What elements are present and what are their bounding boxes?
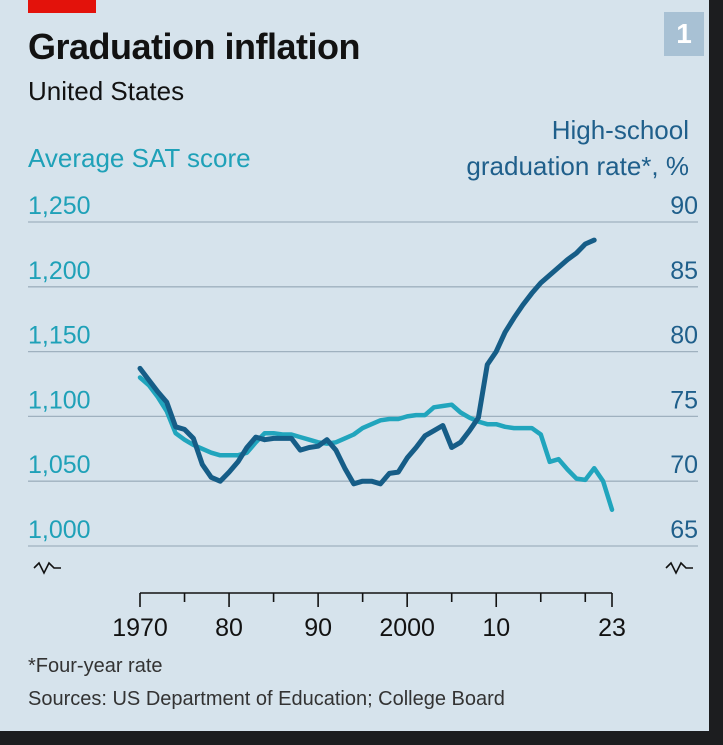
- source-note: Sources: US Department of Education; Col…: [28, 688, 505, 710]
- figure-number-badge: 1: [664, 12, 704, 56]
- right-tick-label: 80: [670, 322, 698, 350]
- x-tick-label: 23: [598, 614, 626, 642]
- right-axis-label-line1: High-school: [551, 115, 689, 145]
- brand-red-bar: [28, 0, 96, 13]
- chart-subtitle: United States: [28, 76, 185, 106]
- left-tick-label: 1,100: [28, 386, 91, 414]
- x-tick-label: 80: [215, 614, 243, 642]
- footnote: *Four-year rate: [28, 655, 163, 677]
- series-lines: [137, 237, 615, 512]
- right-tick-label: 90: [670, 192, 698, 220]
- axis-tick-labels: 1,000 65 1,050 70 1,100 75 1,150 80 1,200 85 1,250…: [28, 192, 698, 575]
- right-tick-label: 85: [670, 257, 698, 285]
- chart-title: Graduation inflation: [28, 26, 360, 67]
- left-tick-label: 1,000: [28, 516, 91, 544]
- x-tick-label: 2000: [379, 614, 435, 642]
- sat-score-line: [137, 375, 615, 512]
- right-tick-label: 70: [670, 451, 698, 479]
- left-tick-label: 1,250: [28, 192, 91, 220]
- right-axis-label: High-school graduation rate*, %: [466, 112, 689, 184]
- right-axis-label-line2: graduation rate*, %: [466, 151, 689, 181]
- chart-card: 1 Graduation inflation United States Ave…: [0, 0, 709, 731]
- x-tick-label: 10: [482, 614, 510, 642]
- x-axis: 1970 80 90 2000 10 23: [112, 592, 626, 642]
- gridlines: [28, 221, 698, 547]
- left-axis-label: Average SAT score: [28, 143, 251, 173]
- right-tick-label: 75: [670, 386, 698, 414]
- x-tick-label: 90: [304, 614, 332, 642]
- left-tick-label: 1,050: [28, 451, 91, 479]
- x-tick-label: 1970: [112, 614, 168, 642]
- left-tick-label: 1,200: [28, 257, 91, 285]
- axis-break-right-icon: [665, 561, 693, 575]
- axis-break-left-icon: [33, 561, 61, 575]
- graduation-rate-line: [137, 237, 597, 487]
- left-tick-label: 1,150: [28, 322, 91, 350]
- right-tick-label: 65: [670, 516, 698, 544]
